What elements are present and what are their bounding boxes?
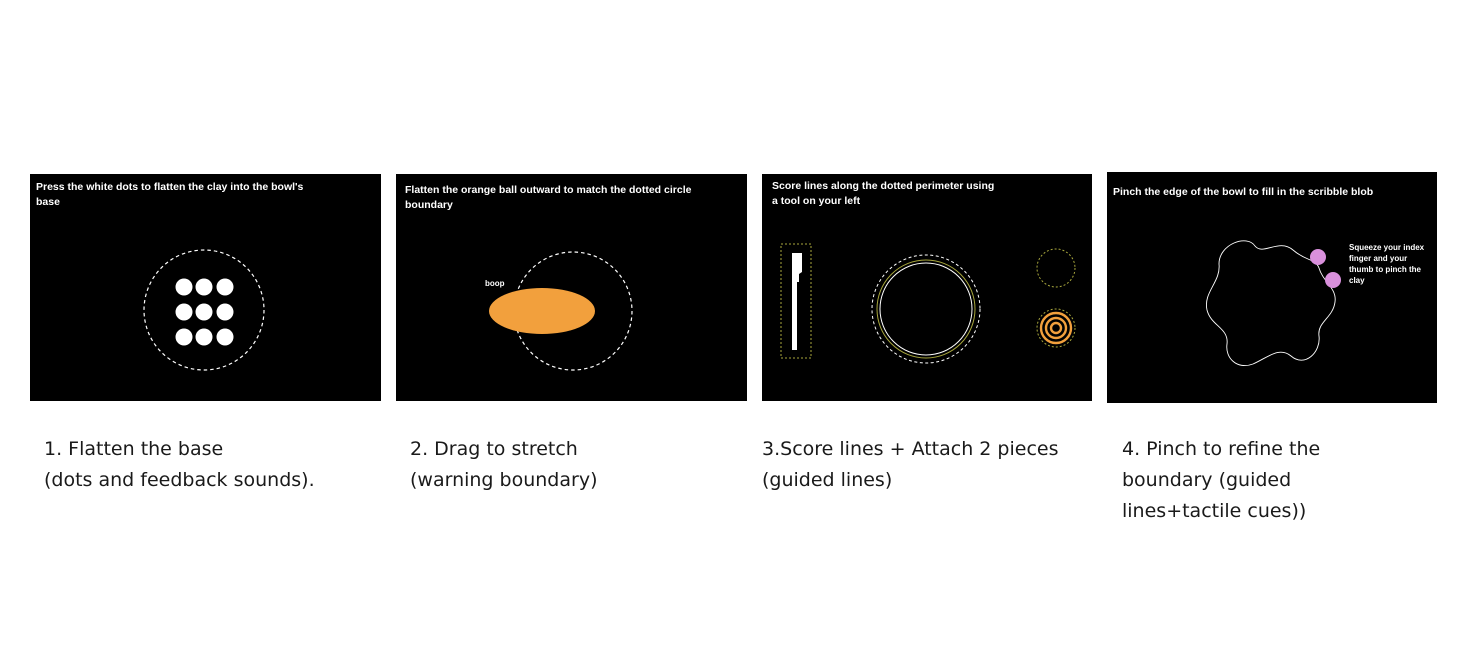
press-dot[interactable] <box>175 303 193 321</box>
step-4-panel: Pinch the edge of the bowl to fill in th… <box>1107 172 1437 403</box>
piece-slot-empty <box>1036 248 1076 288</box>
caption-line: (dots and feedback sounds). <box>44 469 315 491</box>
step-4-instruction: Pinch the edge of the bowl to fill in th… <box>1113 186 1374 198</box>
press-dot[interactable] <box>175 328 193 346</box>
pinch-finger-point[interactable] <box>1310 249 1326 265</box>
press-dot[interactable] <box>195 303 213 321</box>
press-dot[interactable] <box>195 278 213 296</box>
pinch-thumb-point[interactable] <box>1325 272 1341 288</box>
step-3-panel: Score lines along the dotted perimeter u… <box>762 174 1092 401</box>
caption-line: boundary (guided <box>1122 469 1292 491</box>
piece-slot-spiral <box>1036 308 1076 348</box>
step-2-instruction: Flatten the orange ball outward to match… <box>405 184 692 211</box>
caption-line: (warning boundary) <box>410 469 598 491</box>
press-dot[interactable] <box>175 278 193 296</box>
step-1-canvas <box>143 249 265 371</box>
step-4-canvas <box>1206 240 1341 366</box>
press-dot[interactable] <box>216 303 234 321</box>
dotted-perimeter <box>871 254 981 364</box>
spiral-piece-icon[interactable] <box>1039 311 1073 345</box>
caption-line: 4. Pinch to refine the <box>1122 438 1321 460</box>
pinch-hint: Squeeze your index finger and your thumb… <box>1349 243 1425 285</box>
step-2-panel: Flatten the orange ball outward to match… <box>396 174 747 401</box>
step-3-canvas <box>780 243 1076 364</box>
caption-line: lines+tactile cues)) <box>1122 500 1307 522</box>
step-3-caption: 3.Score lines + Attach 2 pieces (guided … <box>762 434 1059 496</box>
boop-sound-label: boop <box>485 279 505 288</box>
caption-line: 2. Drag to stretch <box>410 438 578 460</box>
caption-line: 1. Flatten the base <box>44 438 224 460</box>
press-dot[interactable] <box>216 328 234 346</box>
step-2-caption: 2. Drag to stretch (warning boundary) <box>410 434 597 496</box>
step-1-instruction: Press the white dots to flatten the clay… <box>36 181 304 208</box>
step-1-panel: Press the white dots to flatten the clay… <box>30 174 381 401</box>
step-3-instruction: Score lines along the dotted perimeter u… <box>772 180 995 207</box>
score-guide-ring <box>876 259 976 359</box>
scribble-blob-outline <box>1206 240 1336 366</box>
inner-bowl-ring <box>879 262 973 356</box>
step-1-caption: 1. Flatten the base (dots and feedback s… <box>44 434 315 496</box>
caption-line: 3.Score lines + Attach 2 pieces <box>762 438 1059 460</box>
caption-line: (guided lines) <box>762 469 893 491</box>
scoring-tool-icon[interactable] <box>792 253 802 350</box>
base-boundary-circle <box>143 249 265 371</box>
orange-clay-ball[interactable] <box>489 288 595 334</box>
press-dot[interactable] <box>216 278 234 296</box>
step-4-caption: 4. Pinch to refine the boundary (guided … <box>1122 434 1320 527</box>
press-dot[interactable] <box>195 328 213 346</box>
step-2-canvas <box>489 251 633 371</box>
